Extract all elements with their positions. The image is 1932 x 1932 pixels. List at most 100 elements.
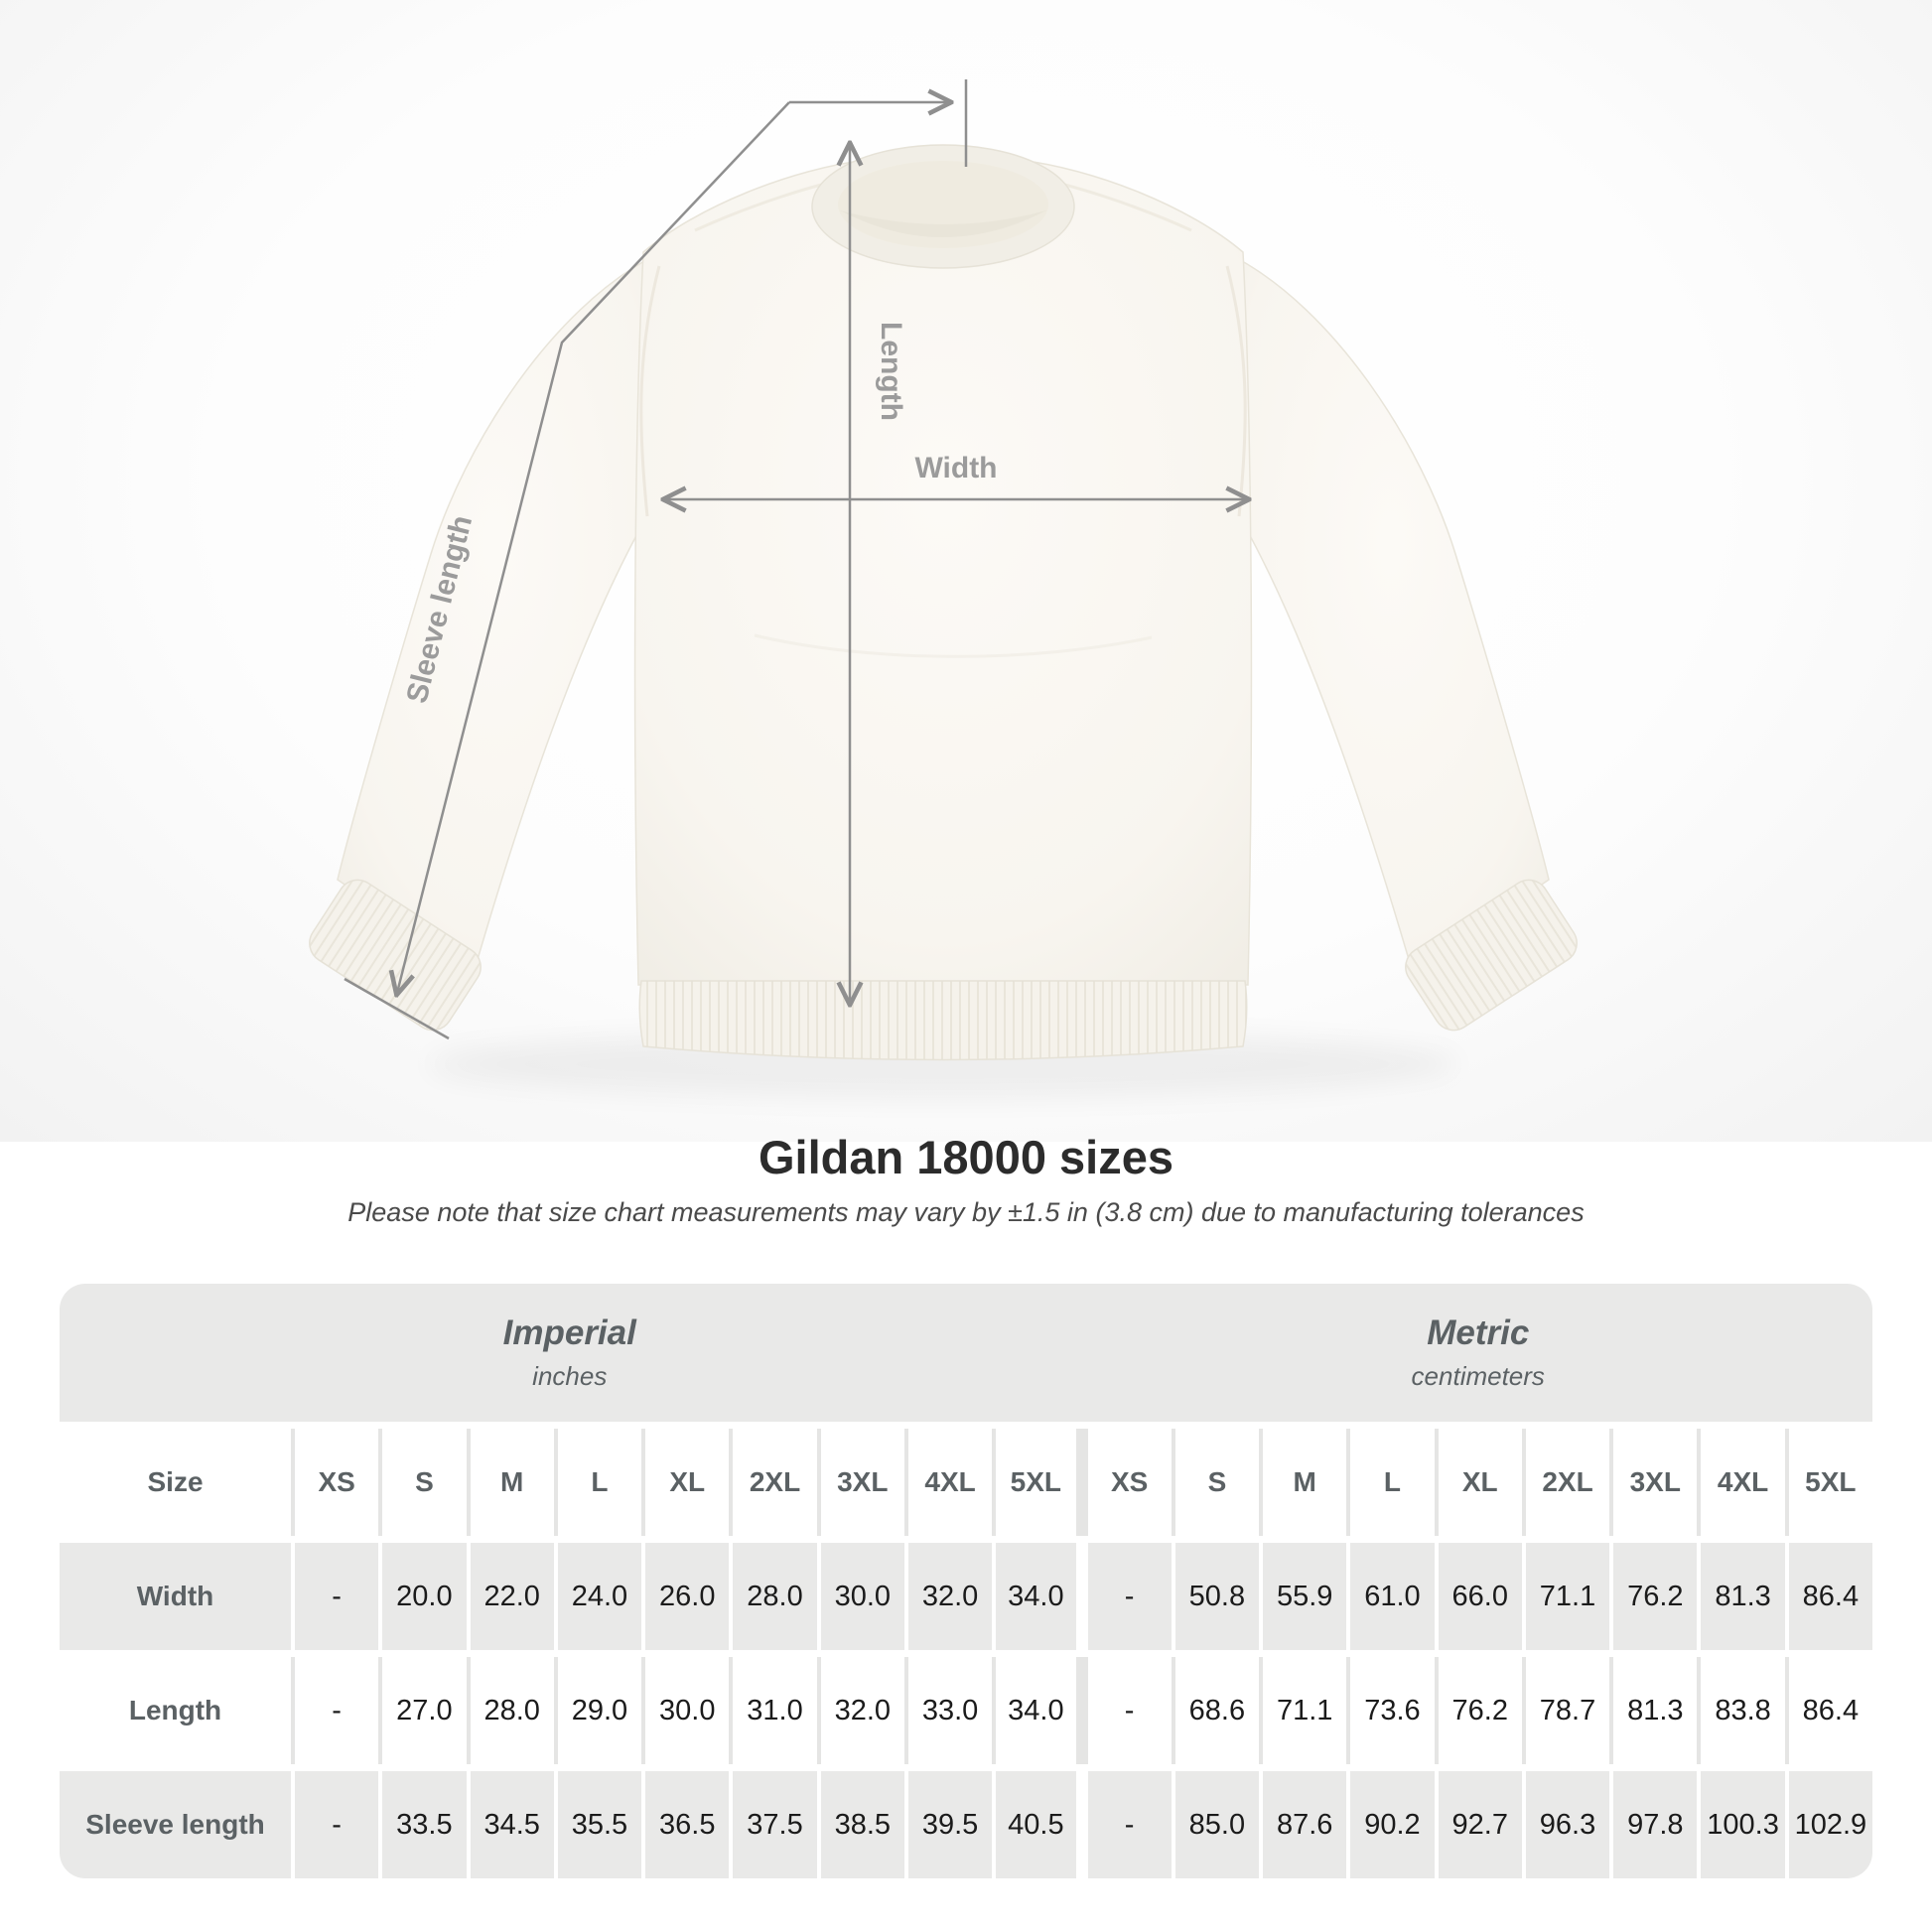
size-table: Imperial inches Metric centimeters Size … [60,1284,1872,1878]
value-cell: 30.0 [816,1543,904,1650]
size-header-cell: S [378,1429,467,1536]
value-cell: 83.8 [1697,1657,1785,1764]
value-cell: 100.3 [1697,1771,1785,1878]
value-cell: 30.0 [641,1657,730,1764]
value-cell: 61.0 [1346,1543,1435,1650]
value-cell: 76.2 [1434,1657,1522,1764]
value-cell: 50.8 [1171,1543,1260,1650]
value-cell: 33.5 [378,1771,467,1878]
half-divider [1079,1543,1084,1650]
sweatshirt-hem [638,980,1248,1061]
left-armhole-seam [639,265,661,517]
value-cell: 34.5 [466,1771,554,1878]
product-photo-area: Width Length Sleeve length [0,0,1932,1142]
size-header-cell: L [1346,1429,1435,1536]
size-column-header: Size [60,1429,291,1536]
collar-inner-shadow [840,210,1046,237]
size-header-cell: 3XL [1609,1429,1698,1536]
value-cell: 34.0 [992,1543,1080,1650]
sweatshirt-left-sleeve [337,254,654,975]
size-header-cell: 3XL [816,1429,904,1536]
value-cell: 27.0 [378,1657,467,1764]
value-cell: - [1083,1657,1172,1764]
value-cell: 71.1 [1521,1543,1610,1650]
sweatshirt-diagram: Width Length Sleeve length [309,79,1578,1098]
metric-group-header: Metric centimeters [1084,1284,1873,1422]
value-cell: 76.2 [1609,1543,1698,1650]
value-cell: - [1083,1543,1172,1650]
table-row-width: Width - 20.0 22.0 24.0 26.0 28.0 30.0 32… [60,1543,1872,1650]
row-label: Width [60,1543,291,1650]
width-label: Width [914,452,997,484]
sleeve-length-end-tick [344,977,450,1040]
size-header-cell: 2XL [1521,1429,1610,1536]
imperial-unit: inches [532,1361,608,1391]
metric-unit: centimeters [1411,1361,1545,1391]
metric-label: Metric [1427,1313,1530,1352]
sweatshirt-right-cuff [1405,879,1578,1032]
value-cell: 66.0 [1434,1543,1522,1650]
value-cell: 81.3 [1697,1543,1785,1650]
half-divider [1079,1771,1084,1878]
page-title: Gildan 18000 sizes [758,1131,1174,1183]
size-header-cell: 5XL [992,1429,1080,1536]
value-cell: 86.4 [1784,1543,1872,1650]
size-header-cell: XS [1083,1429,1172,1536]
size-header-cell: XL [641,1429,730,1536]
size-header-cell: 4XL [1697,1429,1785,1536]
imperial-group-header: Imperial inches [60,1284,1080,1422]
value-cell: 96.3 [1521,1771,1610,1878]
size-header-cell: XS [291,1429,379,1536]
value-cell: 33.0 [903,1657,993,1764]
value-cell: 40.5 [992,1771,1080,1878]
row-label: Length [60,1657,291,1764]
value-cell: 85.0 [1171,1771,1260,1878]
value-cell: 81.3 [1609,1657,1698,1764]
size-header-cell: S [1171,1429,1260,1536]
sweatshirt-body [633,156,1253,986]
value-cell: 102.9 [1784,1771,1872,1878]
value-cell: 92.7 [1434,1771,1522,1878]
size-header-cell: XL [1434,1429,1522,1536]
value-cell: 28.0 [466,1657,554,1764]
value-cell: 22.0 [466,1543,554,1650]
value-cell: 37.5 [729,1771,817,1878]
imperial-label: Imperial [502,1313,636,1352]
value-cell: 78.7 [1521,1657,1610,1764]
value-cell: 26.0 [641,1543,730,1650]
value-cell: 73.6 [1346,1657,1435,1764]
value-cell: 34.0 [992,1657,1080,1764]
sleeve-length-arrow [397,101,790,993]
value-cell: 31.0 [729,1657,817,1764]
size-header-cell: L [553,1429,642,1536]
sweatshirt-right-sleeve [1232,254,1550,975]
value-cell: 90.2 [1346,1771,1435,1878]
value-cell: 28.0 [729,1543,817,1650]
size-header-cell: 4XL [903,1429,993,1536]
size-header-cell: 5XL [1784,1429,1872,1536]
half-divider [1079,1429,1084,1536]
value-cell: - [291,1543,379,1650]
value-cell: 86.4 [1784,1657,1872,1764]
value-cell: 32.0 [816,1657,904,1764]
value-cell: - [1083,1771,1172,1878]
value-cell: 29.0 [553,1657,642,1764]
value-cell: 68.6 [1171,1657,1260,1764]
value-cell: 39.5 [903,1771,993,1878]
value-cell: 20.0 [378,1543,467,1650]
length-label: Length [875,322,907,421]
unit-band: Imperial inches Metric centimeters [60,1284,1872,1422]
value-cell: 97.8 [1609,1771,1698,1878]
value-cell: 32.0 [903,1543,993,1650]
value-cell: - [291,1657,379,1764]
size-header-cell: M [1259,1429,1347,1536]
size-header-cell: 2XL [729,1429,817,1536]
half-divider [1079,1657,1084,1764]
value-cell: - [291,1771,379,1878]
size-header-cell: M [466,1429,554,1536]
row-label: Sleeve length [60,1771,291,1878]
value-cell: 24.0 [553,1543,642,1650]
value-cell: 55.9 [1259,1543,1347,1650]
value-cell: 71.1 [1259,1657,1347,1764]
chest-wrinkle [754,633,1153,658]
